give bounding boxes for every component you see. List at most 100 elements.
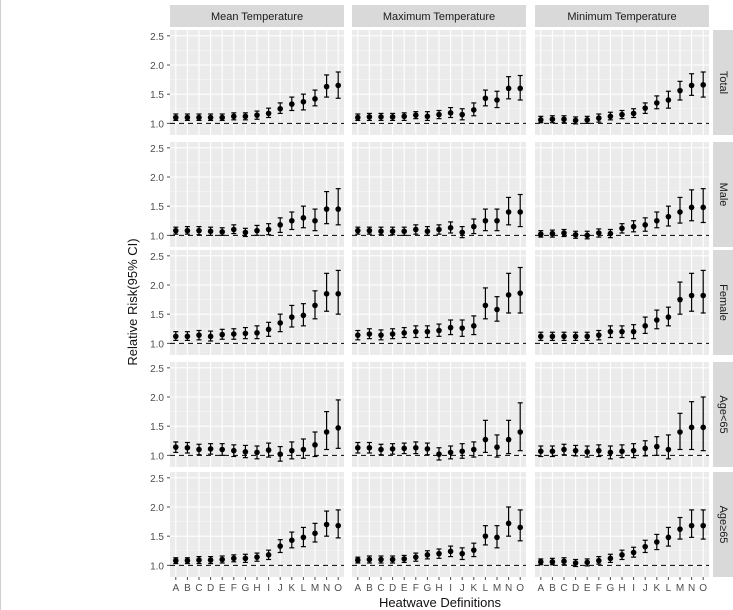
data-point [471,323,477,329]
data-point [231,226,237,233]
x-tick-label: L [483,583,489,594]
row-strip [713,250,733,355]
data-point [482,302,489,309]
data-point [654,317,660,323]
row-strip-label: Age<65 [717,395,729,433]
data-point [424,446,431,452]
data-point [366,331,373,337]
row-strip [713,30,733,135]
data-point [184,557,191,564]
data-point [607,449,614,456]
data-point [265,226,272,233]
data-point [538,333,544,340]
x-tick-label: N [323,583,330,594]
data-point [459,325,466,331]
x-tick-label: B [184,583,191,594]
data-point [596,332,602,338]
data-point [459,229,466,236]
data-point [335,425,342,431]
data-point [413,226,419,233]
data-point [312,302,318,309]
row-strip [713,472,733,577]
data-point [289,447,295,454]
data-point [424,328,431,335]
data-point [607,555,614,562]
data-point [231,555,237,562]
data-point [242,113,249,120]
data-point [494,534,500,541]
data-point [505,292,512,298]
data-point [207,446,214,452]
data-point [619,225,625,232]
data-point [173,227,179,234]
y-tick-label: 2.0 [150,393,164,404]
x-tick-label: B [549,583,556,594]
x-tick-label: K [653,583,660,594]
data-point [630,447,637,454]
data-point [436,451,442,457]
data-point [561,446,567,453]
data-point [424,228,431,235]
x-tick-label: J [460,583,465,594]
data-point [517,85,523,92]
x-tick-label: H [618,583,625,594]
y-tick-label: 1.0 [150,339,164,350]
data-point [254,449,260,456]
data-point [277,222,284,228]
data-point [677,209,683,215]
data-point [355,444,361,451]
data-point [494,97,500,103]
data-point [654,443,660,450]
data-point [584,449,590,455]
data-point [355,332,361,338]
data-point [323,429,330,435]
data-point [401,445,408,452]
data-point [207,114,214,121]
x-tick-label: A [354,583,361,594]
data-point [300,215,307,221]
data-point [277,105,284,112]
data-point [401,113,408,120]
y-axis-label: Relative Risk(95% CI) [125,238,140,365]
data-point [184,444,191,451]
data-point [389,331,396,337]
data-point [436,550,442,557]
data-point [401,330,408,336]
data-point [572,231,579,238]
x-tick-label: O [334,583,342,594]
data-point [289,537,295,544]
data-point [265,447,272,453]
data-point [366,227,373,234]
data-point [538,448,544,455]
x-tick-label: M [493,583,501,594]
data-point [289,217,295,224]
data-point [413,444,419,451]
column-strip [535,5,709,27]
x-tick-label: G [607,583,615,594]
data-point [312,217,318,224]
x-tick-label: I [267,583,270,594]
x-tick-label: B [366,583,373,594]
data-point [355,227,361,234]
data-point [505,209,512,215]
data-point [642,543,648,550]
x-tick-label: H [435,583,442,594]
y-tick-label: 2.5 [150,144,164,155]
x-tick-label: I [632,583,635,594]
y-tick-label: 2.0 [150,173,164,184]
y-tick-label: 2.0 [150,281,164,292]
data-point [413,112,419,118]
x-tick-label: C [377,583,384,594]
x-tick-label: C [560,583,567,594]
data-point [413,328,419,335]
data-point [173,444,179,450]
data-point [447,110,454,116]
x-tick-label: D [389,583,396,594]
data-point [505,520,512,527]
data-point [289,314,295,320]
data-point [242,449,249,455]
data-point [231,113,237,120]
data-point [700,522,706,529]
data-point [355,114,361,121]
data-point [300,98,307,105]
